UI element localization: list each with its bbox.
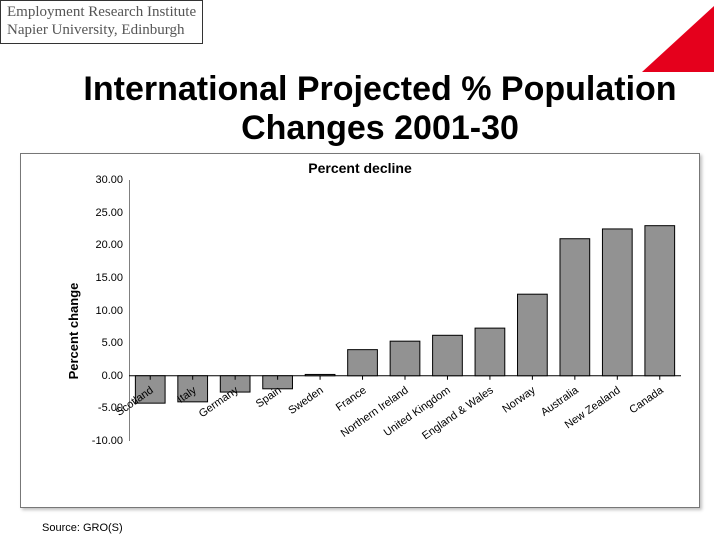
- y-tick-label: 25.00: [95, 207, 123, 219]
- page-title: International Projected % Population Cha…: [40, 70, 720, 148]
- bar: [348, 350, 378, 376]
- y-tick-label: 30.00: [95, 174, 123, 186]
- bar: [518, 294, 548, 376]
- y-axis-label: Percent change: [66, 282, 81, 379]
- y-tick-label: 0.00: [102, 370, 123, 382]
- bar: [475, 328, 505, 376]
- y-tick-label: 10.00: [95, 305, 123, 317]
- institute-name: Employment Research Institute: [7, 3, 196, 21]
- bar: [645, 226, 675, 376]
- institute-header: Employment Research Institute Napier Uni…: [0, 0, 203, 44]
- logo-triangle: [642, 6, 714, 72]
- plot-area: -10.00-5.000.005.0010.0015.0020.0025.003…: [85, 180, 681, 441]
- institute-location: Napier University, Edinburgh: [7, 21, 196, 39]
- y-tick-label: -10.00: [92, 435, 123, 447]
- chart-container: Percent decline Percent change -10.00-5.…: [20, 153, 700, 508]
- bar: [433, 335, 463, 375]
- bar: [560, 239, 590, 376]
- bar: [305, 374, 335, 375]
- y-tick-label: 20.00: [95, 239, 123, 251]
- y-tick-label: 15.00: [95, 272, 123, 284]
- bar: [602, 229, 632, 376]
- source-caption: Source: GRO(S): [42, 522, 123, 534]
- bar: [390, 341, 420, 376]
- y-tick-label: 5.00: [102, 337, 123, 349]
